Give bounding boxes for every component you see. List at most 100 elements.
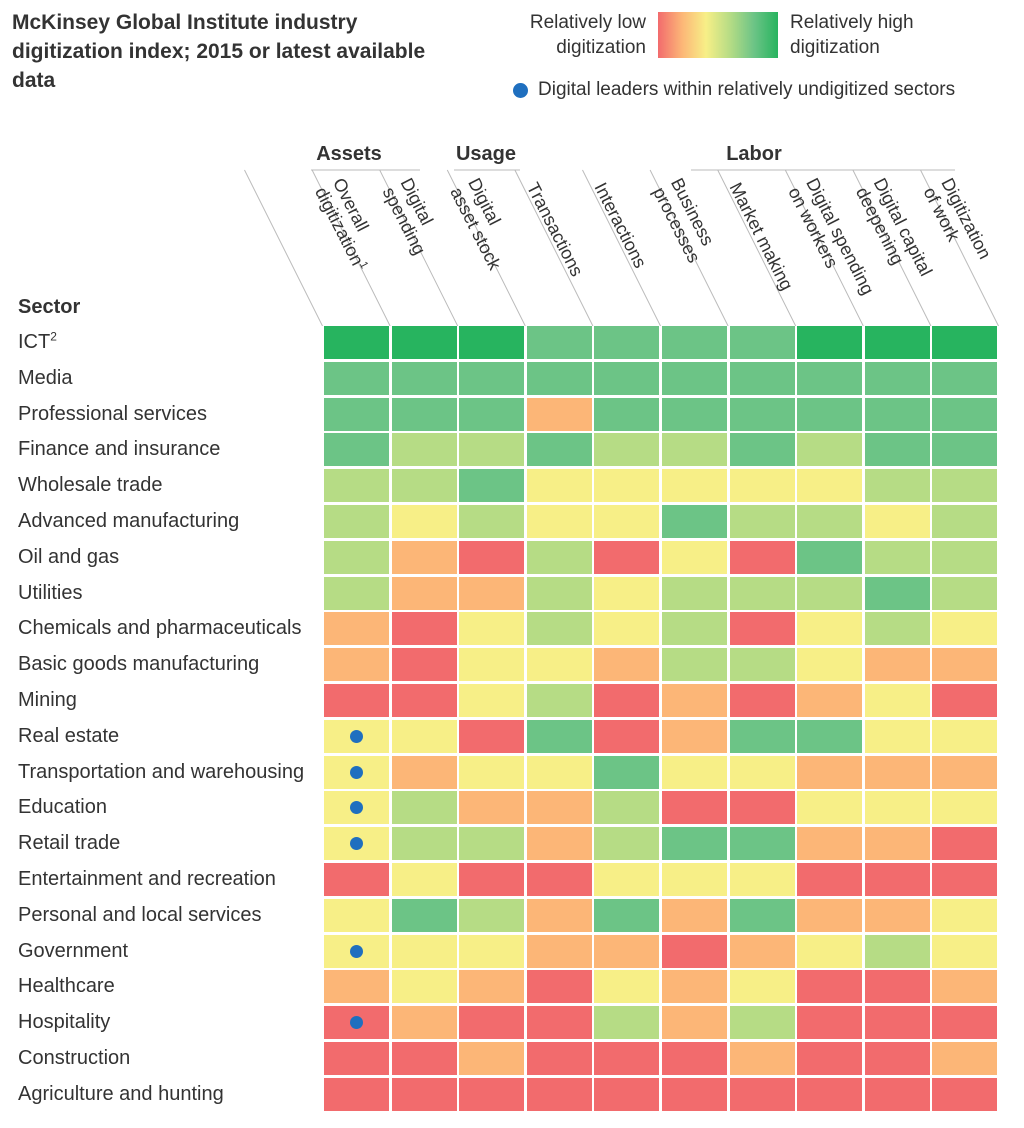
group-label-usage: Usage bbox=[456, 143, 516, 165]
heatmap-cell bbox=[526, 970, 592, 1004]
sector-label: Utilities bbox=[18, 581, 83, 604]
table-row: Agriculture and hunting bbox=[0, 1077, 1024, 1111]
heatmap-cell bbox=[797, 612, 863, 646]
heatmap-cell bbox=[459, 827, 525, 861]
heatmap-cell bbox=[864, 326, 930, 359]
heatmap-cell bbox=[594, 827, 660, 861]
heatmap-cell bbox=[797, 719, 863, 753]
column-label: Businessprocesses bbox=[649, 175, 722, 266]
heatmap-cell bbox=[932, 791, 998, 825]
heatmap-cell bbox=[864, 898, 930, 932]
heatmap-cell bbox=[324, 970, 389, 1004]
column-divider bbox=[852, 169, 932, 326]
sector-label: Basic goods manufacturing bbox=[18, 653, 260, 676]
heatmap-cell bbox=[864, 1077, 930, 1111]
heatmap-cell bbox=[526, 791, 592, 825]
table-row: Basic goods manufacturing bbox=[0, 648, 1024, 682]
heatmap-cell bbox=[932, 827, 998, 861]
sector-label: Advanced manufacturing bbox=[18, 510, 240, 532]
column-divider bbox=[582, 169, 661, 326]
chart-title: McKinsey Global Institute industry digit… bbox=[12, 11, 426, 92]
table-row: Retail trade bbox=[0, 827, 1024, 861]
heatmap-cell bbox=[324, 576, 389, 610]
heatmap-cell bbox=[662, 469, 727, 503]
heatmap-cell bbox=[932, 576, 998, 610]
heatmap-cell bbox=[662, 1077, 727, 1111]
sector-label: Education bbox=[18, 796, 107, 819]
heatmap-cell bbox=[594, 469, 660, 503]
table-row: Mining bbox=[0, 684, 1024, 717]
heatmap-cell bbox=[324, 898, 389, 932]
heatmap-cell bbox=[932, 970, 998, 1004]
heatmap-cell bbox=[391, 576, 457, 610]
column-divider bbox=[446, 169, 526, 326]
heatmap-cell bbox=[932, 469, 998, 503]
heatmap-cell bbox=[797, 1006, 863, 1040]
heatmap-cell bbox=[864, 540, 930, 574]
heatmap-cell bbox=[594, 970, 660, 1004]
heatmap-cell bbox=[932, 326, 998, 359]
heatmap-cell bbox=[932, 361, 998, 395]
heatmap-cell bbox=[391, 648, 457, 682]
heatmap-cell bbox=[797, 433, 863, 467]
heatmap-cell bbox=[932, 934, 998, 968]
sector-label: Hospitality bbox=[18, 1011, 111, 1034]
heatmap-cell bbox=[729, 397, 795, 431]
sector-label: Chemicals and pharmaceuticals bbox=[18, 617, 302, 640]
sector-label: Agriculture and hunting bbox=[18, 1082, 224, 1105]
heatmap-cell bbox=[797, 791, 863, 825]
heatmap-cell bbox=[459, 1077, 525, 1111]
heatmap-cell bbox=[729, 469, 795, 503]
heatmap-cell bbox=[864, 684, 930, 717]
heatmap-cell bbox=[864, 576, 930, 610]
heatmap-cell bbox=[459, 934, 525, 968]
heatmap-cell bbox=[797, 505, 863, 538]
table-row: Education bbox=[0, 791, 1024, 825]
legend-high-label: Relatively high digitization bbox=[790, 12, 914, 58]
heatmap-cell bbox=[662, 719, 727, 753]
heatmap-cell bbox=[594, 612, 660, 646]
heatmap-cell bbox=[459, 469, 525, 503]
heatmap-cell bbox=[662, 934, 727, 968]
heatmap-cell bbox=[662, 863, 727, 896]
heatmap-cell bbox=[864, 863, 930, 896]
heatmap-cell bbox=[526, 361, 592, 395]
heatmap-cell bbox=[526, 505, 592, 538]
heatmap-cell bbox=[594, 540, 660, 574]
heatmap-cell bbox=[526, 469, 592, 503]
sector-label: ICT2 bbox=[18, 329, 57, 353]
heatmap-cell bbox=[526, 612, 592, 646]
heatmap-cell bbox=[729, 433, 795, 467]
heatmap-cell bbox=[391, 970, 457, 1004]
heatmap-cell bbox=[459, 361, 525, 395]
heatmap-cell bbox=[797, 970, 863, 1004]
heatmap-cell bbox=[797, 898, 863, 932]
table-row: Media bbox=[0, 361, 1024, 395]
heatmap-cell bbox=[932, 505, 998, 538]
heatmap-cell bbox=[729, 361, 795, 395]
heatmap-cell bbox=[797, 469, 863, 503]
heatmap-cell bbox=[797, 540, 863, 574]
heatmap-cell bbox=[594, 1042, 660, 1075]
heatmap-cell bbox=[729, 970, 795, 1004]
heatmap-cell bbox=[864, 469, 930, 503]
table-row: Hospitality bbox=[0, 1006, 1024, 1040]
group-label-labor: Labor bbox=[726, 143, 782, 165]
heatmap-cell bbox=[526, 719, 592, 753]
heatmap-cell bbox=[459, 1006, 525, 1040]
heatmap-cell bbox=[594, 898, 660, 932]
sector-label: Transportation and warehousing bbox=[18, 760, 305, 783]
digital-leader-dot-icon bbox=[350, 801, 363, 815]
heatmap-cell bbox=[797, 576, 863, 610]
heatmap-cell bbox=[662, 433, 727, 467]
sector-label: Retail trade bbox=[18, 832, 121, 855]
heatmap-cell bbox=[932, 612, 998, 646]
heatmap-cell bbox=[729, 898, 795, 932]
sector-label: Oil and gas bbox=[18, 545, 120, 568]
table-row: ICT2 bbox=[0, 326, 1024, 359]
heatmap-cell bbox=[729, 719, 795, 753]
heatmap-cell bbox=[391, 326, 457, 359]
column-label: Digitalspending bbox=[379, 175, 448, 258]
heatmap-cell bbox=[391, 1077, 457, 1111]
heatmap-cell bbox=[594, 684, 660, 717]
